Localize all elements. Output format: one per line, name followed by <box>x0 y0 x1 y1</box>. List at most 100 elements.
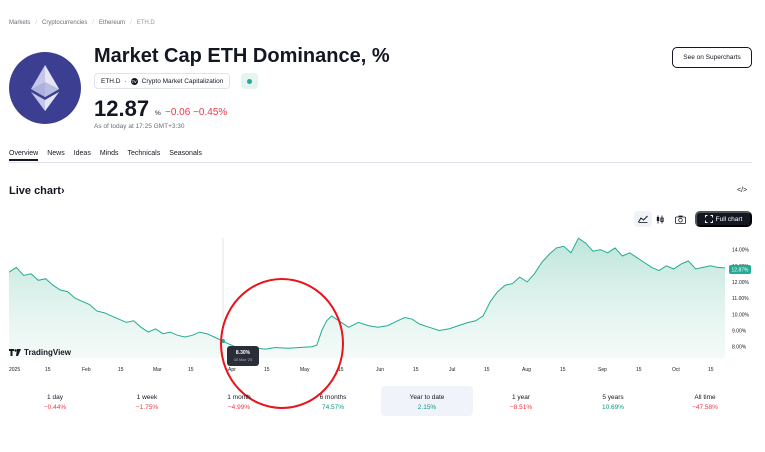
camera-icon <box>674 215 686 224</box>
separator-dot: · <box>124 77 127 85</box>
tradingview-watermark[interactable]: TradingView <box>9 348 71 357</box>
x-tick-label: 2025 <box>9 367 20 373</box>
x-tick-label: Oct <box>672 367 680 373</box>
breadcrumb-cryptocurrencies[interactable]: Cryptocurrencies <box>42 20 88 26</box>
period-change: −0.44% <box>43 404 67 411</box>
y-tick-label: 9.00% <box>732 329 747 335</box>
tab-overview[interactable]: Overview <box>9 150 39 161</box>
period-label: 1 month <box>227 394 251 401</box>
y-tick-label: 12.00% <box>732 280 750 286</box>
tab-technicals[interactable]: Technicals <box>127 150 161 157</box>
x-tick-label: Jul <box>449 367 455 373</box>
x-tick-label: 15 <box>118 367 124 373</box>
price-value: 12.87 <box>94 96 150 121</box>
period-1-day[interactable]: 1 day −0.44% <box>9 386 101 416</box>
embed-code-icon[interactable]: </> <box>737 187 748 194</box>
period-1-week[interactable]: 1 week −1.75% <box>101 386 193 416</box>
page-title: Market Cap ETH Dominance, % <box>94 45 390 67</box>
ethereum-diamond-icon <box>31 65 59 111</box>
x-tick-label: 15 <box>708 367 714 373</box>
tab-bar: Overview News Ideas Minds Technicals Sea… <box>9 150 202 161</box>
x-tick-label: 15 <box>338 367 344 373</box>
y-tick-label: 10.00% <box>732 312 750 318</box>
tab-news[interactable]: News <box>47 150 65 157</box>
breadcrumb: Markets / Cryptocurrencies / Ethereum / ETH… <box>9 20 155 26</box>
tab-seasonals[interactable]: Seasonals <box>169 150 202 157</box>
tab-ideas[interactable]: Ideas <box>73 150 91 157</box>
period-1-year[interactable]: 1 year −8.51% <box>475 386 567 416</box>
annotation-circle <box>220 278 344 409</box>
period-label: Year to date <box>409 394 445 401</box>
breadcrumb-separator: / <box>130 20 132 26</box>
symbol-ticker: ETH.D <box>101 77 121 85</box>
period-label: 1 week <box>136 394 158 401</box>
ethereum-logo <box>9 52 81 124</box>
period-label: 1 day <box>47 394 63 401</box>
breadcrumb-separator: / <box>92 20 95 26</box>
period-change: −4.99% <box>227 404 251 411</box>
live-chart-heading[interactable]: Live chart› <box>9 185 65 197</box>
x-tick-label: 15 <box>188 367 194 373</box>
x-tick-label: 15 <box>560 367 566 373</box>
period-label: 1 year <box>511 394 531 401</box>
watermark-text: TradingView <box>24 348 71 357</box>
breadcrumb-markets[interactable]: Markets <box>9 20 31 26</box>
x-tick-label: 15 <box>413 367 419 373</box>
full-chart-button[interactable]: Full chart <box>695 211 752 227</box>
chart-series-line <box>8 237 726 351</box>
x-tick-label: Mar <box>153 367 162 373</box>
breadcrumb-symbol: ETH.D <box>136 20 155 26</box>
period-change: 2.15% <box>417 404 437 411</box>
period-label: All time <box>694 394 716 401</box>
tabs-divider <box>9 162 752 163</box>
breadcrumb-ethereum[interactable]: Ethereum <box>99 20 126 26</box>
live-chart-heading-text: Live chart <box>9 185 61 197</box>
area-chart-icon <box>638 215 648 223</box>
performance-periods: 1 day −0.44% 1 week −1.75% 1 month −4.99% 6 mo… <box>9 386 752 416</box>
period-1-month[interactable]: 1 month −4.99% <box>193 386 285 416</box>
x-tick-label: Aug <box>522 367 531 373</box>
tradingview-mini-icon: TV <box>130 77 138 85</box>
y-tick-label: 11.00% <box>732 296 749 302</box>
status-dot-icon <box>247 78 252 84</box>
period-5-years[interactable]: 5 years 10.69% <box>567 386 659 416</box>
last-value-label: 12.87% <box>732 268 750 274</box>
period-all-time[interactable]: All time −47.58% <box>659 386 751 416</box>
see-on-supercharts-button[interactable]: See on Supercharts <box>672 47 752 68</box>
period-change: −1.75% <box>135 404 159 411</box>
period-label: 5 years <box>602 394 624 401</box>
symbol-source: Crypto Market Capitalization <box>141 77 224 85</box>
period-label: 6 months <box>319 394 347 401</box>
period-year-to-date[interactable]: Year to date 2.15% <box>381 386 473 416</box>
as-of-timestamp: As of today at 17:25 GMT+3:30 <box>94 123 185 130</box>
eth-dominance-chart[interactable]: 14.00%13.00%12.00%11.00%10.00%9.00%8.00%… <box>0 230 765 378</box>
period-6-months[interactable]: 6 months 74.57% <box>287 386 379 416</box>
price-unit: % <box>155 110 161 117</box>
price-change: −0.06 −0.45% <box>165 107 228 118</box>
x-tick-label: 15 <box>45 367 51 373</box>
x-tick-label: 15 <box>636 367 642 373</box>
candles-chart-style-button[interactable] <box>651 211 669 227</box>
breadcrumb-separator: / <box>35 20 38 26</box>
period-change: −47.58% <box>692 404 718 411</box>
full-chart-label: Full chart <box>715 215 743 223</box>
market-status-pill[interactable] <box>241 73 258 89</box>
snapshot-button[interactable] <box>671 211 689 227</box>
chevron-right-icon: › <box>60 185 65 197</box>
x-tick-label: 15 <box>484 367 490 373</box>
y-axis: 14.00%13.00%12.00%11.00%10.00%9.00%8.00% <box>732 248 750 351</box>
area-chart-style-button[interactable] <box>634 211 652 227</box>
period-change: −8.51% <box>509 404 533 411</box>
y-tick-label: 14.00% <box>732 248 750 254</box>
last-value-badge: 12.87% <box>729 265 751 274</box>
y-tick-label: 8.00% <box>732 345 747 351</box>
tab-minds[interactable]: Minds <box>99 150 119 157</box>
candles-icon <box>656 215 664 223</box>
symbol-pill[interactable]: ETH.D · TV Crypto Market Capitalization <box>94 73 231 89</box>
x-axis: 2025 15 Feb 15 Mar 15 Apr 15 May 15 Jun 15 Jul 15 Aug 1… <box>9 367 714 373</box>
tradingview-logo-icon <box>9 348 21 356</box>
expand-icon <box>704 215 713 223</box>
x-tick-label: Jun <box>376 367 384 373</box>
x-tick-label: Sep <box>598 367 607 373</box>
chart-area-fill <box>9 238 725 358</box>
